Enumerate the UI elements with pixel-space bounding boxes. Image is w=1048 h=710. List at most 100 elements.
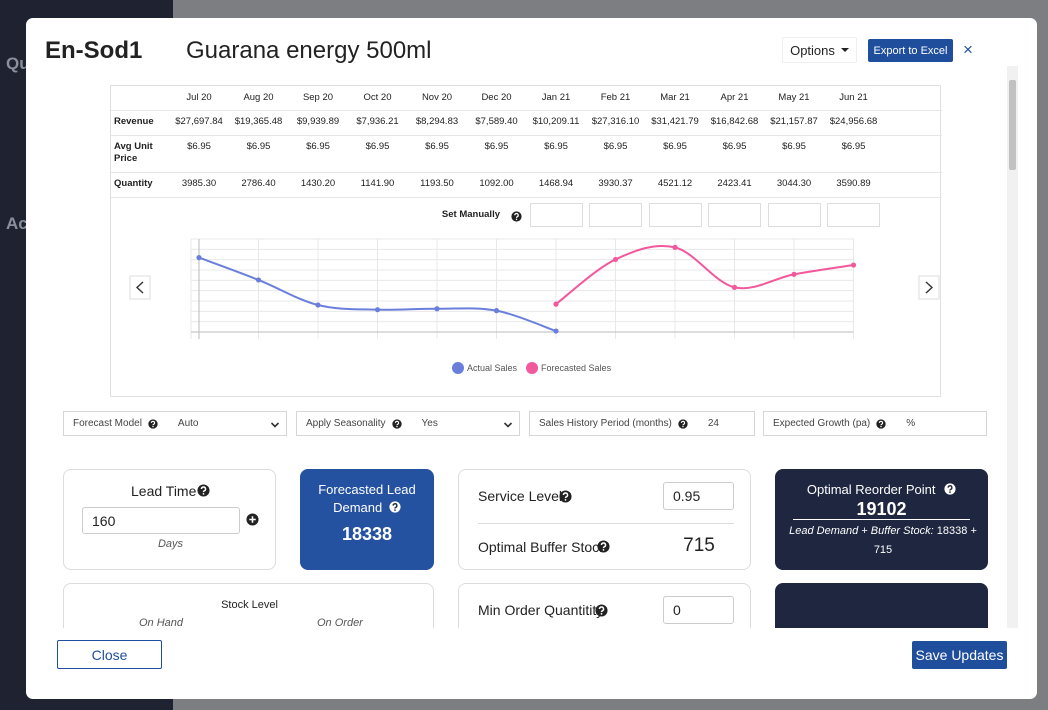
service-card: Service Level 0.95 Optimal Buffer Stock … <box>458 469 751 570</box>
product-name: Guarana energy 500ml <box>186 37 432 64</box>
save-button[interactable]: Save Updates <box>912 641 1007 669</box>
service-level-label: Service Level <box>478 488 563 504</box>
min-order-input[interactable]: 0 <box>663 596 734 624</box>
data-table: Actual Sales Forecasted Sales Jul 20 Aug 2… <box>110 85 942 397</box>
manual-input[interactable] <box>589 203 642 227</box>
table-cell: $6.95 <box>187 141 211 152</box>
manual-input[interactable] <box>708 203 761 227</box>
filter-label: Expected Growth (pa) <box>773 418 871 429</box>
data-point <box>731 284 738 290</box>
month-header: Aug 20 <box>243 92 274 103</box>
help-icon <box>678 419 688 429</box>
manual-input[interactable] <box>827 203 880 227</box>
table-cell: $27,697.84 <box>175 116 223 127</box>
table-cell: $10,209.11 <box>532 116 580 127</box>
table-cell: $7,589.40 <box>475 116 518 127</box>
reorder-label: Optimal Reorder Point <box>775 482 988 497</box>
data-point <box>255 277 262 283</box>
manual-input[interactable] <box>648 203 702 227</box>
data-point <box>672 244 678 250</box>
close-button[interactable]: Close <box>57 640 162 669</box>
filter[interactable]: Forecast Model Auto <box>63 411 287 436</box>
table-cell: $6.95 <box>603 141 628 152</box>
dark-card <box>775 583 988 628</box>
help-icon-glyph <box>876 419 886 429</box>
data-point <box>374 307 381 313</box>
data-point <box>553 328 559 334</box>
data-point <box>434 306 440 312</box>
legend-label: Actual Sales <box>467 363 518 373</box>
options-label: Options <box>790 42 835 58</box>
data-point <box>612 256 619 263</box>
filter[interactable]: Apply Seasonality Yes <box>296 411 520 436</box>
table-cell: 1468.94 <box>538 178 574 189</box>
month-header: Jan 21 <box>541 92 571 103</box>
month-header: Nov 20 <box>421 92 453 103</box>
row-label: Revenue <box>114 116 154 127</box>
filter-suffix: % <box>906 418 916 429</box>
sidebar-heading: Qu <box>6 54 30 73</box>
manual-input[interactable] <box>767 203 821 227</box>
modal: En-Sod1 Guarana energy 500ml Options Exp… <box>26 18 1037 699</box>
month-header: Feb 21 <box>600 92 631 103</box>
row-line <box>111 110 942 111</box>
help-icon <box>392 419 402 429</box>
service-level-input[interactable]: 0.95 <box>663 482 734 510</box>
filter[interactable]: Expected Growth (pa)% <box>763 411 987 436</box>
manual-input[interactable] <box>529 203 583 227</box>
legend-swatch <box>526 362 539 374</box>
table-cell: 2423.41 <box>717 178 752 189</box>
help-icon[interactable] <box>389 501 401 513</box>
stock-level-label: Stock Level <box>221 599 278 611</box>
buffer-stock-value: 715 <box>683 535 715 556</box>
row-line <box>111 172 942 173</box>
table-cell: $24,956.68 <box>829 116 878 127</box>
options-button[interactable]: Options <box>782 37 857 63</box>
month-header: Jul 20 <box>186 92 212 103</box>
scrollbar[interactable] <box>1007 66 1018 628</box>
add-icon[interactable] <box>246 513 259 526</box>
next-arrow[interactable] <box>918 275 940 300</box>
month-header: Jun 21 <box>839 92 868 103</box>
on-hand-label: On Hand <box>139 617 184 628</box>
reorder-card: Optimal Reorder Point 19102 Lead Demand … <box>775 469 988 570</box>
reorder-formula: Lead Demand + Buffer Stock: 18338 + 715 <box>789 522 977 560</box>
table-cell: 1092.00 <box>479 178 514 189</box>
table-cell: 4521.12 <box>657 178 693 189</box>
help-icon[interactable] <box>944 483 956 495</box>
product-code: En-Sod1 <box>45 37 143 64</box>
filter-value: Auto <box>177 418 199 429</box>
row-label: Avg Unit Price <box>114 141 153 164</box>
filter-label: Apply Seasonality <box>306 418 386 429</box>
scroll-thumb[interactable] <box>1009 80 1016 170</box>
data-point <box>850 262 857 268</box>
divider <box>478 523 734 524</box>
underline <box>793 519 970 520</box>
legend-swatch <box>452 362 464 374</box>
help-icon[interactable] <box>597 540 610 553</box>
chart: Actual Sales Forecasted Sales <box>129 238 940 374</box>
sidebar-heading: Ac <box>6 214 28 233</box>
data-point <box>791 271 797 277</box>
data-point <box>493 308 500 314</box>
prev-arrow[interactable] <box>129 275 151 300</box>
lead-time-input[interactable]: 160 <box>82 507 240 534</box>
help-icon[interactable] <box>197 484 210 497</box>
table-cell: $8,294.83 <box>415 116 459 127</box>
formula-label: Lead Demand + Buffer Stock: <box>789 525 934 537</box>
filter[interactable]: Sales History Period (months) 24 <box>529 411 755 436</box>
buffer-stock-label: Optimal Buffer Stock <box>478 539 607 555</box>
table-cell: $21,157.87 <box>770 116 818 127</box>
help-icon[interactable] <box>595 604 608 617</box>
help-icon[interactable] <box>559 490 572 503</box>
export-button[interactable]: Export to Excel <box>868 39 953 62</box>
close-icon[interactable]: × <box>963 40 973 59</box>
help-icon-glyph <box>148 419 158 429</box>
table-cell: $6.95 <box>663 141 687 152</box>
table-cell: $6.95 <box>306 141 330 152</box>
dropdown-chevron <box>503 420 513 430</box>
filter-value: 24 <box>707 418 719 429</box>
help-icon <box>511 209 522 220</box>
help-icon-glyph <box>678 419 688 429</box>
help-icon-glyph <box>392 419 402 429</box>
